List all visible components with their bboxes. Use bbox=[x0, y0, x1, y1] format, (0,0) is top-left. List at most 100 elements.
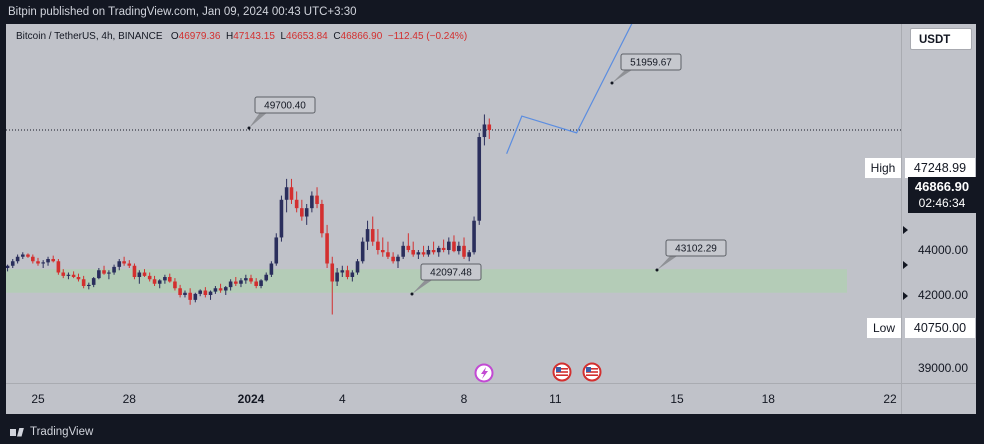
callout-text: 49700.40 bbox=[264, 101, 306, 112]
callout-pointer bbox=[612, 68, 635, 83]
candle-body bbox=[157, 280, 162, 284]
callout-box[interactable] bbox=[420, 263, 482, 281]
candle-body bbox=[315, 195, 319, 204]
price-tick-label: 42000.00 bbox=[918, 288, 968, 302]
candle-body bbox=[61, 272, 66, 276]
candle-body bbox=[26, 254, 30, 257]
candle-body bbox=[188, 292, 192, 300]
candle-body bbox=[360, 241, 365, 262]
candle-body bbox=[41, 262, 45, 264]
candle-body bbox=[213, 288, 218, 292]
scroll-arrows[interactable] bbox=[903, 226, 908, 300]
low-marker-label: Low bbox=[867, 318, 901, 338]
candle-body bbox=[173, 281, 177, 289]
candle-body bbox=[10, 261, 15, 266]
candle-body bbox=[284, 187, 289, 200]
close-value: 46866.90 bbox=[340, 31, 383, 42]
close-label: C bbox=[333, 31, 341, 42]
time-tick-label: 4 bbox=[339, 392, 346, 406]
candle-body bbox=[137, 272, 142, 277]
candle-countdown: 02:46:34 bbox=[918, 196, 966, 210]
callout-pointer bbox=[249, 111, 269, 128]
price-tick-label: 44000.00 bbox=[918, 243, 968, 257]
candle-body bbox=[132, 265, 137, 277]
change-value: −112.45 (−0.24%) bbox=[387, 31, 468, 42]
candle-body bbox=[167, 277, 172, 282]
candle-body bbox=[15, 256, 20, 262]
time-tick-label: 25 bbox=[31, 392, 45, 406]
callout-box[interactable] bbox=[620, 53, 682, 71]
candle-body bbox=[279, 199, 284, 238]
time-tick-label: 22 bbox=[883, 392, 897, 406]
event-icon-us-flag[interactable] bbox=[552, 362, 572, 382]
candle-body bbox=[56, 261, 61, 273]
candle-body bbox=[163, 277, 167, 281]
candle-body bbox=[421, 252, 426, 255]
candle-body bbox=[259, 280, 263, 286]
candle-body bbox=[431, 250, 436, 253]
high-marker-value: 47248.99 bbox=[905, 158, 975, 178]
candle-body bbox=[102, 270, 106, 274]
callout-pointer bbox=[657, 254, 680, 270]
candle-body bbox=[233, 281, 238, 284]
candle-body bbox=[380, 250, 385, 253]
footer: TradingView bbox=[0, 420, 984, 444]
candle-body bbox=[223, 287, 228, 291]
candle-body bbox=[289, 187, 294, 200]
currency-button[interactable]: USDT bbox=[910, 28, 972, 50]
candle-body bbox=[345, 270, 350, 277]
low-label: L bbox=[280, 31, 287, 42]
candle-body bbox=[462, 245, 466, 257]
callout-box[interactable] bbox=[665, 239, 727, 257]
callout-text: 51959.67 bbox=[630, 58, 672, 69]
candle-body bbox=[228, 281, 233, 288]
candle-body bbox=[300, 208, 304, 217]
candle-body bbox=[269, 263, 274, 275]
time-tick-label: 18 bbox=[762, 392, 776, 406]
open-label: O bbox=[170, 31, 179, 42]
candle-body bbox=[411, 250, 416, 255]
candle-body bbox=[426, 250, 431, 255]
callout-anchor bbox=[610, 81, 614, 85]
candle-body bbox=[218, 288, 223, 291]
time-tick-label: 2024 bbox=[238, 392, 265, 406]
candle-body bbox=[477, 137, 482, 221]
symbol-name: Bitcoin / TetherUS, 4h, BINANCE bbox=[16, 31, 163, 42]
candle-body bbox=[142, 272, 147, 276]
candle-body bbox=[406, 245, 411, 250]
candle-body bbox=[36, 261, 40, 264]
candle-body bbox=[350, 272, 355, 277]
callout-box[interactable] bbox=[254, 96, 316, 114]
price-tick-label: 39000.00 bbox=[918, 361, 968, 375]
candle-body bbox=[320, 203, 324, 234]
candle-body bbox=[355, 261, 360, 273]
candle-body bbox=[20, 254, 25, 257]
candle-body bbox=[239, 280, 243, 284]
candle-body bbox=[401, 245, 405, 257]
candle-body bbox=[112, 266, 116, 273]
candle-body bbox=[330, 263, 335, 282]
candle-body bbox=[386, 252, 390, 257]
symbol-legend: Bitcoin / TetherUS, 4h, BINANCE O46979.3… bbox=[16, 31, 467, 42]
candle-body bbox=[304, 208, 309, 217]
candle-body bbox=[472, 220, 476, 253]
event-icon-us-flag-2[interactable] bbox=[582, 362, 602, 382]
time-tick-label: 11 bbox=[549, 392, 562, 406]
callout-text: 42097.48 bbox=[430, 268, 472, 279]
candle-body bbox=[46, 259, 50, 263]
candle-body bbox=[183, 292, 187, 295]
candle-body bbox=[147, 275, 152, 280]
projection-path bbox=[506, 24, 633, 154]
candle-body bbox=[51, 259, 56, 262]
candle-body bbox=[6, 265, 10, 268]
candle-body bbox=[447, 241, 451, 250]
candle-body bbox=[467, 252, 471, 257]
candle-body bbox=[122, 261, 126, 264]
callout-anchor bbox=[247, 126, 251, 130]
event-icon-bolt[interactable] bbox=[474, 363, 494, 383]
candle-body bbox=[66, 274, 71, 276]
time-axis[interactable]: 25 28 2024 4 8 11 15 18 22 bbox=[6, 383, 976, 407]
